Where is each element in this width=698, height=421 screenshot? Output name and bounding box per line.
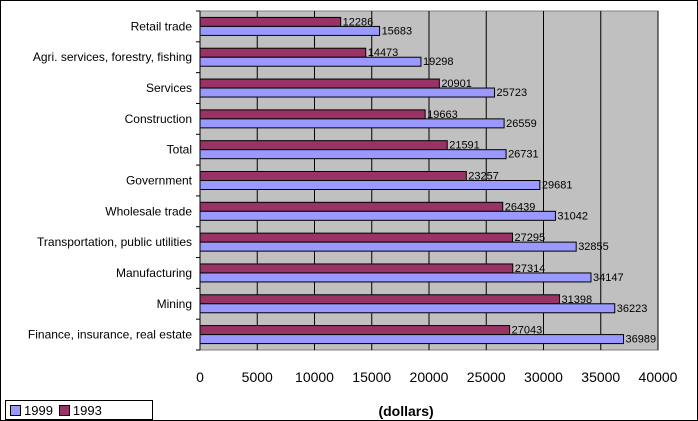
x-tick-label: 10000 [295, 369, 334, 385]
bar-1999 [199, 272, 592, 283]
data-label-1999: 26559 [506, 118, 537, 130]
data-labels: 12286 15683 14473 19298 20901 25723 19663 26559… [343, 16, 656, 345]
bar-1993 [199, 109, 426, 120]
x-tick-label: 20000 [410, 369, 449, 385]
data-label-1993: 27295 [515, 232, 546, 244]
data-label-1999: 31042 [557, 210, 588, 222]
bar-1999 [199, 180, 541, 190]
bar-1999 [199, 241, 577, 252]
category-label: Services [146, 81, 192, 95]
bar-1993 [199, 263, 514, 274]
x-tick-label: 5000 [242, 369, 273, 385]
bars [199, 16, 625, 345]
data-label-1999: 19298 [423, 56, 454, 68]
x-tick-labels: 0 5000 10000 15000 20000 25000 30000 35000 40000 [196, 369, 678, 385]
data-label-1993: 21591 [449, 140, 480, 152]
data-label-1993: 31398 [562, 294, 593, 306]
bar-1993 [199, 171, 467, 181]
category-labels: Retail trade Agri. services, forestry, fi… [28, 19, 193, 341]
bar-1993 [199, 47, 367, 58]
x-axis-title: (dollars) [378, 403, 433, 419]
data-label-1993: 26439 [505, 201, 536, 213]
data-label-1999: 29681 [542, 180, 573, 192]
bar-1999 [199, 25, 381, 36]
bar-1993 [199, 201, 504, 212]
data-label-1993: 20901 [441, 78, 472, 90]
data-label-1999: 32855 [578, 241, 609, 253]
legend-swatch-1993 [58, 404, 70, 416]
bar-1993 [199, 325, 511, 336]
category-label: Retail trade [131, 19, 193, 33]
data-label-1999: 25723 [497, 87, 528, 99]
legend-label-1999: 1999 [24, 402, 53, 418]
category-label: Transportation, public utilities [37, 235, 192, 249]
legend-item-1999: 1999 [10, 403, 53, 418]
data-label-1999: 36223 [617, 303, 648, 315]
x-tick-label: 30000 [524, 369, 563, 385]
bar-1993 [199, 16, 342, 27]
x-tick-label: 35000 [581, 369, 620, 385]
x-tick-label: 25000 [467, 369, 506, 385]
data-label-1993: 27314 [515, 263, 546, 275]
x-tick-label: 15000 [352, 369, 391, 385]
category-label: Agri. services, forestry, fishing [33, 50, 192, 64]
bar-1999 [199, 149, 507, 160]
category-label: Manufacturing [116, 266, 192, 280]
bar-1999 [199, 303, 616, 314]
category-label: Construction [125, 112, 192, 126]
bar-1999 [199, 118, 505, 129]
category-label: Finance, insurance, real estate [28, 328, 192, 342]
bar-1993 [199, 140, 448, 151]
category-label: Government [126, 174, 193, 188]
bar-1999 [199, 334, 625, 345]
data-label-1993: 12286 [343, 16, 374, 28]
x-tick-label: 0 [196, 369, 204, 385]
data-label-1999: 36989 [626, 334, 657, 346]
data-label-1993: 19663 [427, 109, 458, 121]
bar-1993 [199, 78, 440, 89]
legend-swatch-1999 [10, 404, 21, 416]
x-tick-label: 40000 [639, 369, 678, 385]
legend: 1999 1993 [5, 400, 153, 420]
data-label-1999: 26731 [508, 149, 539, 161]
data-label-1999: 15683 [382, 25, 413, 37]
bar-1993 [199, 294, 561, 305]
bar-1999 [199, 56, 422, 67]
data-label-1999: 34147 [593, 272, 624, 284]
bar-1999 [199, 210, 556, 221]
category-label: Total [167, 143, 192, 157]
bar-1999 [199, 87, 496, 98]
legend-label-1993: 1993 [72, 402, 102, 418]
legend-item-1993: 1993 [58, 402, 102, 418]
data-label-1993: 14473 [368, 47, 399, 59]
category-label: Mining [157, 297, 192, 311]
category-label: Wholesale trade [105, 204, 192, 218]
data-label-1993: 27043 [512, 325, 543, 337]
data-label-1993: 23257 [468, 171, 499, 183]
bar-1993 [199, 232, 514, 243]
